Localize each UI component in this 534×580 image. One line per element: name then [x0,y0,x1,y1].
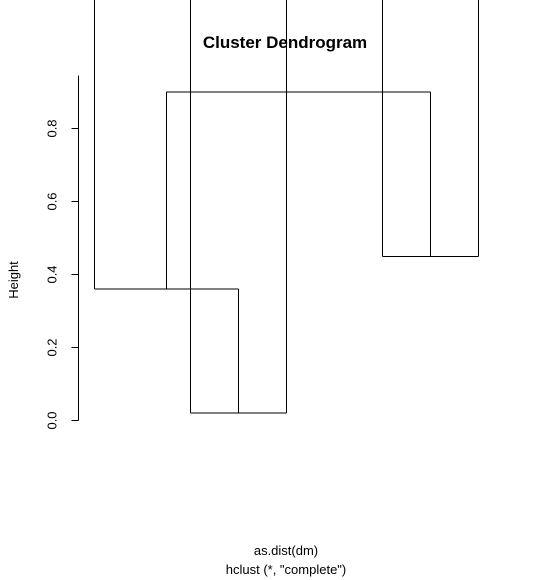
dendrogram-tree [94,0,479,414]
leaf-label: a [0,0,1,3]
chart-title: Cluster Dendrogram [203,33,367,52]
y-axis: 0.0 0.2 0.4 0.6 0.8 [45,75,79,430]
leaf-label: c [0,0,1,3]
y-tick-label: 0.2 [45,338,60,356]
x-axis-label: as.dist(dm) [254,543,318,558]
y-tick-label: 0.0 [45,411,60,429]
y-tick-label: 0.4 [45,265,60,283]
y-tick-label: 0.8 [45,119,60,137]
y-axis-label: Height [6,261,21,299]
method-sublabel: hclust (*, "complete") [226,562,347,577]
leaf-labels: dabce [0,0,1,3]
y-tick-label: 0.6 [45,192,60,210]
